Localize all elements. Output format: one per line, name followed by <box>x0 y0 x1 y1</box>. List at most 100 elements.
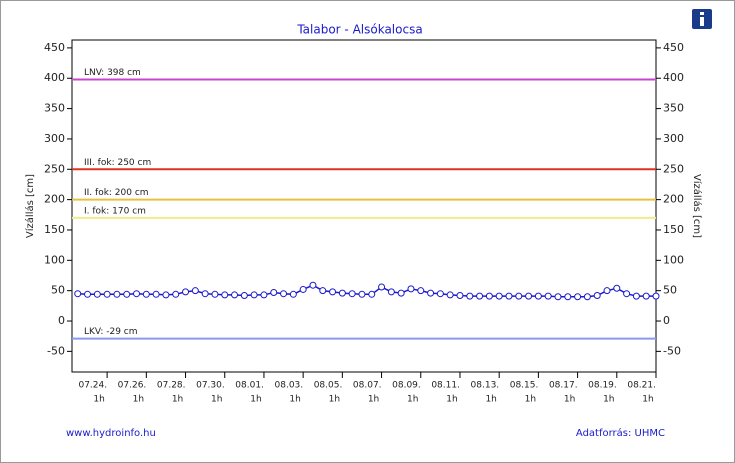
y-tick-label: 50 <box>51 284 65 297</box>
data-point <box>103 290 111 298</box>
x-tick-time: 1h <box>407 395 418 405</box>
data-point <box>319 287 327 295</box>
data-point <box>211 290 219 298</box>
plot-area <box>71 39 657 373</box>
data-point <box>338 289 346 297</box>
data-point <box>348 290 356 298</box>
data-point <box>280 290 288 298</box>
x-tick-time: 1h <box>211 395 222 405</box>
data-point <box>270 288 278 296</box>
x-tick-time: 1h <box>289 395 300 405</box>
x-tick-label: 08.17. <box>549 381 578 391</box>
data-point <box>525 292 533 300</box>
data-point <box>583 293 591 301</box>
y-tick-label: 100 <box>44 253 65 266</box>
data-point <box>329 288 337 296</box>
x-tick-label: 08.07. <box>353 381 382 391</box>
threshold-label: I. fok: 170 cm <box>84 206 146 216</box>
data-point <box>162 291 170 299</box>
y2-tick-label: 300 <box>663 132 684 145</box>
data-point <box>495 292 503 300</box>
data-point <box>133 290 141 298</box>
y-tick-label: 350 <box>44 102 65 115</box>
data-point <box>554 293 562 301</box>
data-point <box>593 292 601 300</box>
y2-tick-label: 350 <box>663 102 684 115</box>
x-tick-time: 1h <box>603 395 614 405</box>
data-point <box>436 290 444 298</box>
threshold-label: LKV: -29 cm <box>84 327 138 337</box>
data-point <box>152 290 160 298</box>
y2-tick-label: -50 <box>663 344 681 357</box>
data-point <box>231 291 239 299</box>
x-tick-time: 1h <box>93 395 104 405</box>
data-point <box>123 290 131 298</box>
x-tick-label: 08.21. <box>627 381 656 391</box>
data-point <box>407 285 415 293</box>
x-tick-label: 07.26. <box>118 381 147 391</box>
y-tick-label: 400 <box>44 71 65 84</box>
x-tick-time: 1h <box>250 395 261 405</box>
y-tick-label: 250 <box>44 162 65 175</box>
data-point <box>240 292 248 300</box>
x-tick-time: 1h <box>446 395 457 405</box>
x-tick-label: 07.24. <box>78 381 107 391</box>
y2-axis-label: Vízállás [cm] <box>691 174 703 238</box>
data-point <box>397 289 405 297</box>
data-point <box>299 285 307 293</box>
x-tick-label: 08.19. <box>588 381 617 391</box>
footer-left: www.hydroinfo.hu <box>66 428 156 439</box>
data-point <box>427 289 435 297</box>
x-tick-time: 1h <box>485 395 496 405</box>
data-point <box>260 291 268 299</box>
y2-tick-label: 0 <box>663 314 670 327</box>
x-tick-label: 07.30. <box>196 381 225 391</box>
x-tick-time: 1h <box>525 395 536 405</box>
y2-tick-label: 400 <box>663 71 684 84</box>
y2-tick-label: 200 <box>663 193 684 206</box>
x-tick-label: 08.03. <box>275 381 304 391</box>
chart-title: Talabor - Alsókalocsa <box>296 23 422 37</box>
data-point <box>642 292 650 300</box>
data-point <box>182 288 190 296</box>
data-point <box>93 290 101 298</box>
data-point <box>417 287 425 295</box>
x-tick-label: 07.28. <box>157 381 186 391</box>
x-tick-label: 08.13. <box>471 381 500 391</box>
y-tick-label: 0 <box>58 314 65 327</box>
data-point <box>534 292 542 300</box>
y2-tick-label: 150 <box>663 223 684 236</box>
data-point <box>574 293 582 301</box>
data-point <box>221 291 229 299</box>
x-tick-label: 08.11. <box>431 381 460 391</box>
y-tick-label: -50 <box>47 344 65 357</box>
data-point <box>613 284 621 292</box>
data-point <box>172 290 180 298</box>
x-tick-time: 1h <box>564 395 575 405</box>
y-tick-label: 150 <box>44 223 65 236</box>
x-tick-time: 1h <box>133 395 144 405</box>
footer-right: Adatforrás: UHMC <box>576 427 665 439</box>
y2-tick-label: 250 <box>663 162 684 175</box>
data-point <box>142 290 150 298</box>
x-tick-label: 08.05. <box>314 381 343 391</box>
data-point <box>74 290 82 298</box>
data-point <box>515 292 523 300</box>
x-tick-time: 1h <box>368 395 379 405</box>
data-point <box>113 290 121 298</box>
data-point <box>446 291 454 299</box>
y2-tick-label: 50 <box>663 284 677 297</box>
x-tick-time: 1h <box>329 395 340 405</box>
data-point <box>456 292 464 300</box>
x-tick-label: 08.09. <box>392 381 421 391</box>
data-point <box>564 293 572 301</box>
x-tick-time: 1h <box>172 395 183 405</box>
data-point <box>544 292 552 300</box>
data-point <box>652 292 660 300</box>
data-point <box>250 291 258 299</box>
y-tick-label: 200 <box>44 193 65 206</box>
threshold-label: II. fok: 200 cm <box>84 188 149 198</box>
info-icon[interactable] <box>692 9 712 29</box>
data-point <box>191 287 199 295</box>
data-point <box>289 290 297 298</box>
